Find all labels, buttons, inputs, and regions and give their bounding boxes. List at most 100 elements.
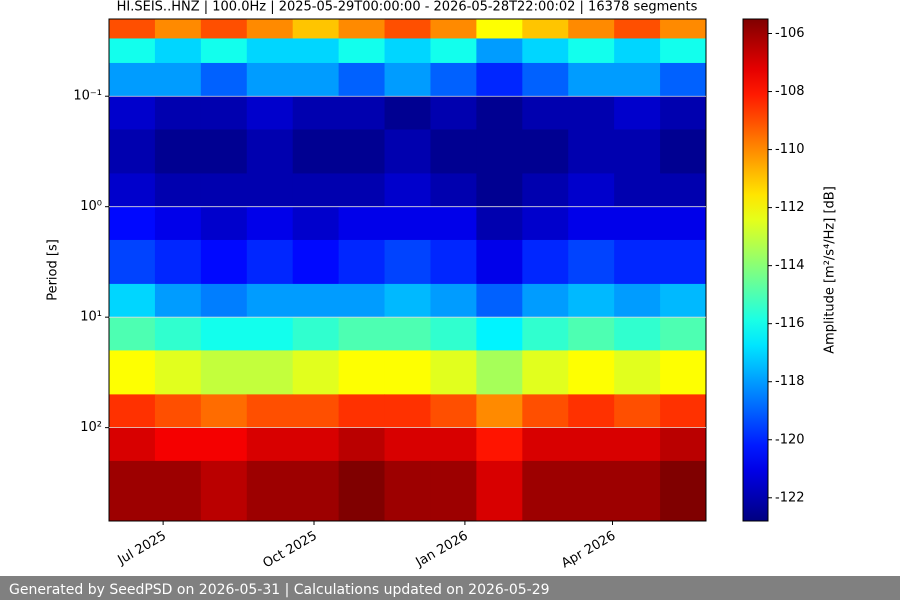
heatmap-cell [109,317,156,351]
heatmap-cell [522,460,569,522]
heatmap-cell [292,317,340,351]
heatmap-cell [200,206,248,241]
heatmap-cell [476,96,523,130]
heatmap-cell [614,427,661,462]
heatmap-cell [292,283,340,318]
heatmap-cell [200,96,248,130]
heatmap-cell [660,239,707,285]
heatmap-cell [338,283,386,318]
heatmap-cell [522,38,569,64]
heatmap-cell [430,317,477,351]
heatmap-cell [660,38,707,64]
heatmap-cell [338,173,386,208]
heatmap-cell [338,38,386,64]
heatmap-cell [384,427,431,462]
heatmap-cell [614,62,661,97]
heatmap-cell [384,317,431,351]
heatmap-cell [109,283,156,318]
footer-bar [0,576,900,600]
heatmap-cell [476,62,523,97]
heatmap-cell [660,206,707,241]
heatmap-cell [154,283,202,318]
heatmap-cell [109,350,156,395]
heatmap-cell [338,206,386,241]
y-tick-label: 10⁻¹ [73,89,102,104]
colorbar-tick-label: -118 [775,374,805,389]
heatmap-cell [568,427,615,462]
heatmap-cell [568,460,615,522]
heatmap-cell [476,206,523,241]
heatmap-cell [384,239,431,285]
heatmap-cell [522,350,569,395]
heatmap-cell [568,394,615,429]
colorbar-tick-label: -114 [775,258,805,273]
heatmap-cell [430,239,477,285]
plot-frame [108,18,707,522]
heatmap-cell [476,38,523,64]
heatmap-cell [476,394,523,429]
heatmap-cell [660,129,707,174]
heatmap-cell [522,239,569,285]
heatmap-cell [338,350,386,395]
heatmap-cell [430,129,477,174]
heatmap-cell [246,173,294,208]
heatmap-cell [200,129,248,174]
heatmap-cell [568,350,615,395]
heatmap-cell [568,62,615,97]
colorbar-tick-label: -116 [775,316,805,331]
heatmap-cell [292,62,340,97]
y-axis-label: Period [s] [46,239,61,301]
heatmap-cell [109,427,156,462]
colorbar [742,18,769,522]
heatmap-cell [109,19,156,39]
heatmap-cell [154,239,202,285]
heatmap-cell [109,460,156,522]
heatmap-cell [338,427,386,462]
colorbar-tick-label: -122 [775,490,805,505]
heatmap-cell [660,317,707,351]
heatmap-cell [338,96,386,130]
heatmap-cell [522,129,569,174]
heatmap-cell [200,38,248,64]
heatmap-cell [384,38,431,64]
heatmap-cell [246,460,294,522]
heatmap-cell [522,96,569,130]
heatmap-cell [338,460,386,522]
heatmap-cell [154,206,202,241]
heatmap-cell [109,129,156,174]
heatmap-cell [476,129,523,174]
heatmap-cell [430,19,477,39]
heatmap-cell [109,239,156,285]
heatmap-cell [292,394,340,429]
heatmap-cell [568,317,615,351]
heatmap-cell [292,206,340,241]
heatmap-cell [109,173,156,208]
heatmap-cell [109,38,156,64]
heatmap-cell [430,427,477,462]
heatmap-cell [614,129,661,174]
heatmap-cell [246,96,294,130]
heatmap-cell [246,62,294,97]
heatmap-cell [292,350,340,395]
heatmap-cell [430,62,477,97]
heatmap-cell [154,427,202,462]
heatmap-cell [200,317,248,351]
heatmap-cell [568,283,615,318]
heatmap-cell [246,350,294,395]
heatmap-cell [292,173,340,208]
x-tick-label: Jul 2025 [115,529,169,569]
heatmap-cell [660,173,707,208]
heatmap-cell [430,394,477,429]
heatmap-cell [614,350,661,395]
heatmap-cell [660,350,707,395]
heatmap-cell [154,129,202,174]
heatmap-cell [568,19,615,39]
heatmap-cell [246,129,294,174]
heatmap-cell [614,317,661,351]
heatmap-cell [338,317,386,351]
heatmap-cell [568,38,615,64]
heatmap-cell [292,38,340,64]
heatmap-cell [384,394,431,429]
heatmap-cell [568,96,615,130]
